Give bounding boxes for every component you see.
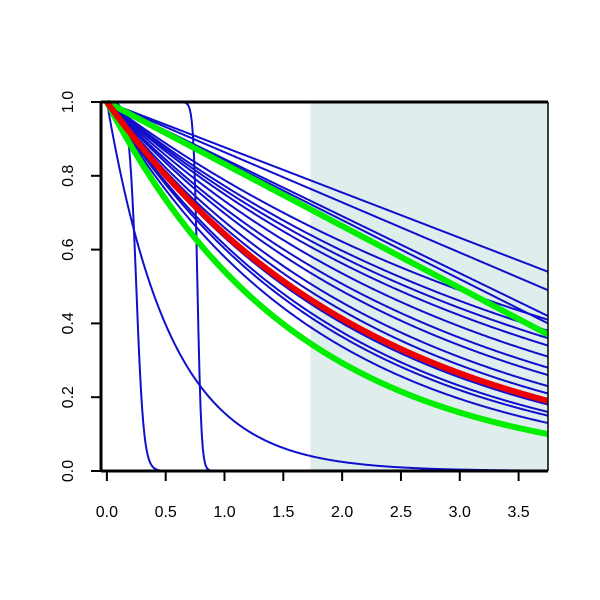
y-tick-label-3: 0.6	[60, 238, 77, 260]
series-line-6	[106, 101, 548, 332]
series-line-13	[106, 101, 548, 395]
series-line-23	[104, 100, 548, 404]
y-tick-label-5: 1.0	[60, 91, 77, 113]
x-tick-label-0: 0.0	[96, 504, 118, 521]
series-line-10	[106, 101, 548, 369]
y-tick-label-2: 0.4	[60, 312, 77, 334]
series-line-12	[106, 101, 548, 388]
x-tick-label-6: 3.0	[449, 504, 471, 521]
series-line-9	[106, 101, 548, 358]
y-tick-label-1: 0.2	[60, 386, 77, 408]
y-tick-label-0: 0.0	[60, 460, 77, 482]
series-line-17	[106, 101, 548, 425]
x-tick-label-1: 0.5	[155, 504, 177, 521]
series-line-11	[106, 101, 548, 377]
x-tick-label-7: 3.5	[507, 504, 529, 521]
shaded-region	[310, 102, 548, 471]
series-line-22	[104, 100, 548, 438]
x-tick-label-5: 2.5	[390, 504, 412, 521]
y-tick-label-4: 0.8	[60, 165, 77, 187]
series-line-16	[106, 101, 548, 417]
x-tick-label-3: 1.5	[272, 504, 294, 521]
series-line-21	[104, 100, 548, 338]
series-line-1	[106, 101, 548, 273]
series-line-2	[106, 101, 548, 292]
series-line-15	[106, 101, 548, 413]
x-tick-label-4: 2.0	[331, 504, 353, 521]
series-line-8	[106, 101, 548, 347]
series-line-7	[106, 101, 548, 340]
axes-layer: 0.0 0.5 1.0 1.5 2.0 2.5 3.0 3.5 0.0 0.2 0.4 0.6 0.8 1…	[60, 91, 549, 521]
x-tick-label-2: 1.0	[213, 504, 235, 521]
